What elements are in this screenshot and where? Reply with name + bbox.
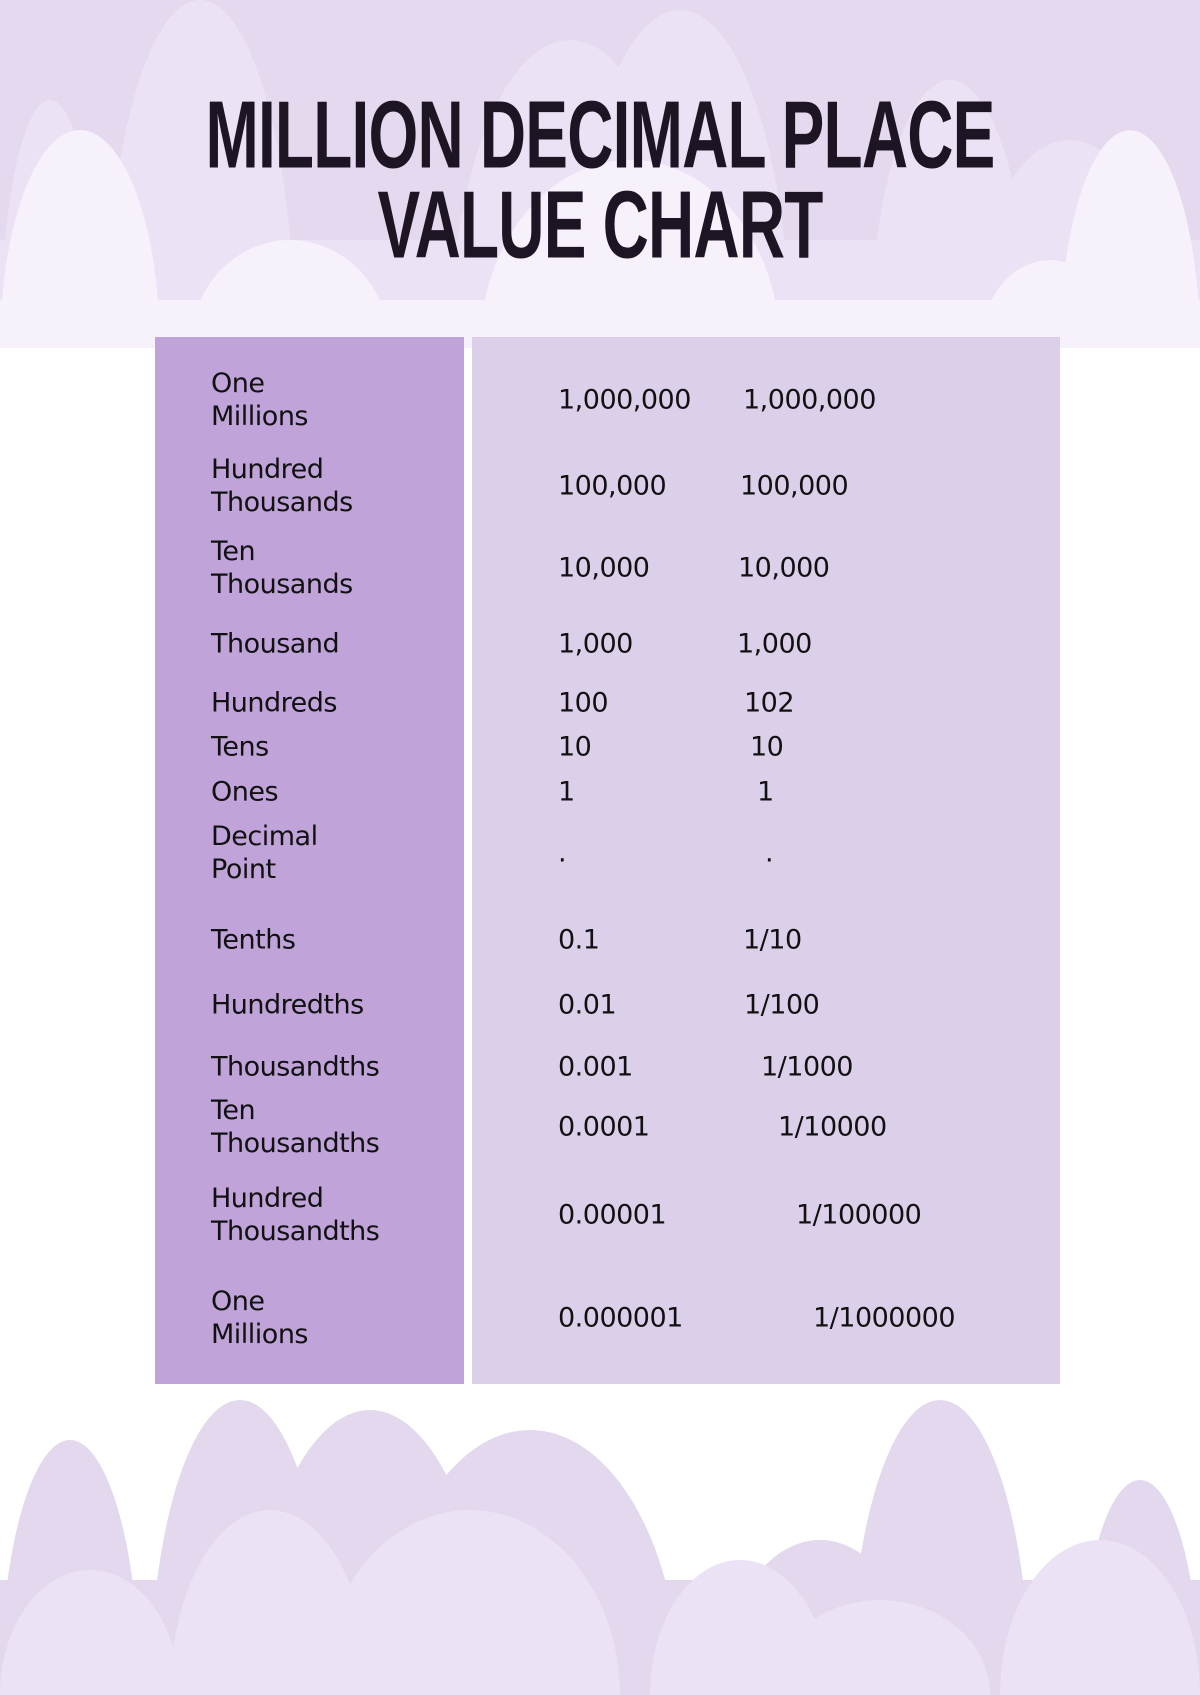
place-name-column xyxy=(155,337,464,1384)
fraction-value: 1/1000 xyxy=(761,1051,854,1083)
decimal-value: 100 xyxy=(558,687,609,719)
decimal-value: 1,000 xyxy=(558,628,633,660)
cloud-shape xyxy=(0,1570,180,1695)
place-name: Thousandths xyxy=(211,1051,380,1083)
place-name: Hundreds xyxy=(211,687,338,719)
decimal-value: 0.1 xyxy=(558,924,600,956)
decimal-value: 100,000 xyxy=(558,470,667,502)
place-name: One Millions xyxy=(211,1286,309,1350)
place-name: One Millions xyxy=(211,368,309,432)
place-value-column xyxy=(472,337,1060,1384)
fraction-value: 10 xyxy=(750,731,784,763)
cloud-shape xyxy=(1000,1540,1200,1695)
decimal-value: 0.001 xyxy=(558,1051,633,1083)
cloud-shape xyxy=(170,1510,370,1695)
cloud-shape xyxy=(190,240,390,348)
place-name: Thousand xyxy=(211,628,340,660)
place-name: Hundredths xyxy=(211,989,364,1021)
page-title-line-1: Million Decimal Place xyxy=(205,81,995,188)
fraction-value: . xyxy=(765,837,774,869)
decimal-value: 0.00001 xyxy=(558,1199,667,1231)
cloud-shape xyxy=(480,160,780,348)
cloud-footer-background xyxy=(0,1400,1200,1695)
place-name: Decimal Point xyxy=(211,821,318,885)
cloud-shape xyxy=(980,260,1120,348)
decimal-value: 1,000,000 xyxy=(558,384,691,416)
cloud-shape xyxy=(770,1600,990,1695)
cloud-shape xyxy=(320,1510,620,1695)
place-name: Ones xyxy=(211,776,279,808)
fraction-value: 1 xyxy=(757,776,774,808)
decimal-value: 0.01 xyxy=(558,989,617,1021)
page-title-line-2: Value Chart xyxy=(377,171,823,278)
decimal-value: 0.0001 xyxy=(558,1111,650,1143)
cloud-header-background xyxy=(0,0,1200,348)
place-name: Tens xyxy=(211,731,269,763)
fraction-value: 1/100000 xyxy=(796,1199,922,1231)
fraction-value: 1/10 xyxy=(743,924,802,956)
place-name: Hundred Thousandths xyxy=(211,1183,380,1247)
decimal-value: 10,000 xyxy=(558,552,650,584)
fraction-value: 1/100 xyxy=(744,989,820,1021)
decimal-value: . xyxy=(558,837,567,869)
fraction-value: 1/1000000 xyxy=(813,1302,956,1334)
decimal-value: 0.000001 xyxy=(558,1302,683,1334)
place-name: Ten Thousands xyxy=(211,536,353,600)
fraction-value: 1,000,000 xyxy=(743,384,876,416)
fraction-value: 1,000 xyxy=(737,628,812,660)
fraction-value: 102 xyxy=(744,687,795,719)
fraction-value: 10,000 xyxy=(738,552,830,584)
fraction-value: 1/10000 xyxy=(778,1111,887,1143)
place-name: Hundred Thousands xyxy=(211,454,353,518)
fraction-value: 100,000 xyxy=(740,470,849,502)
decimal-value: 1 xyxy=(558,776,575,808)
decimal-value: 10 xyxy=(558,731,592,763)
cloud-shape xyxy=(0,130,160,348)
place-name: Ten Thousandths xyxy=(211,1095,380,1159)
place-name: Tenths xyxy=(211,924,296,956)
